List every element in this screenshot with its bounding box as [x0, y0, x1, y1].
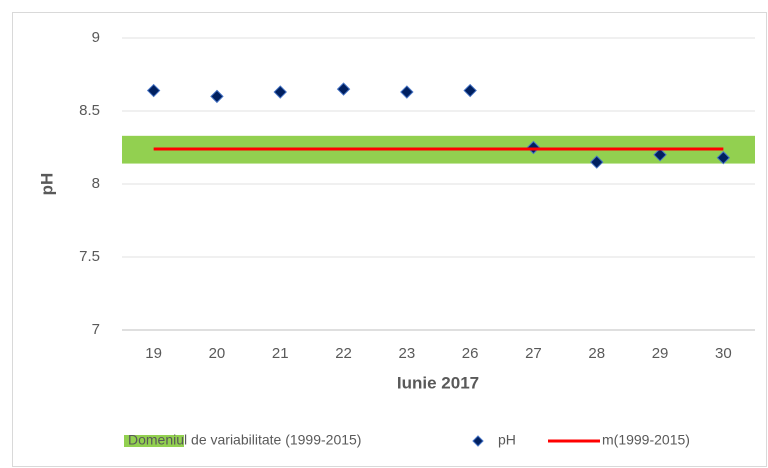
x-tick-label: 23 — [399, 345, 416, 362]
ph-marker — [146, 83, 161, 98]
ph-marker — [463, 83, 477, 98]
x-tick-label: 19 — [145, 345, 162, 362]
ph-marker — [716, 151, 731, 165]
legend-label: Domeniul de variabilitate (1999-2015) — [128, 432, 361, 448]
ph-marker — [590, 155, 604, 169]
y-tick-label: 8 — [92, 175, 100, 192]
y-tick-label: 7.5 — [79, 248, 100, 265]
x-tick-label: 30 — [715, 345, 732, 362]
x-tick-label: 29 — [652, 345, 669, 362]
y-tick-label: 7 — [92, 321, 100, 338]
x-tick-label: 22 — [335, 345, 352, 362]
ph-marker — [273, 85, 287, 99]
x-tick-label: 27 — [525, 345, 542, 362]
legend-swatch — [124, 435, 184, 447]
ph-marker — [210, 89, 224, 104]
y-tick-label: 9 — [92, 29, 100, 46]
ph-marker — [336, 82, 351, 96]
chart-border — [12, 12, 767, 467]
legend-label: pH — [498, 432, 516, 448]
ph-marker — [653, 148, 667, 162]
y-axis-title: pH — [37, 173, 56, 196]
legend-swatch — [472, 435, 484, 447]
x-tick-label: 28 — [588, 345, 605, 362]
x-tick-label: 26 — [462, 345, 479, 362]
ph-marker — [400, 85, 414, 99]
legend-label: m(1999-2015) — [602, 432, 690, 448]
x-axis-title: Iunie 2017 — [397, 373, 479, 392]
x-tick-label: 21 — [272, 345, 289, 362]
y-tick-label: 8.5 — [79, 102, 100, 119]
x-tick-label: 20 — [209, 345, 226, 362]
